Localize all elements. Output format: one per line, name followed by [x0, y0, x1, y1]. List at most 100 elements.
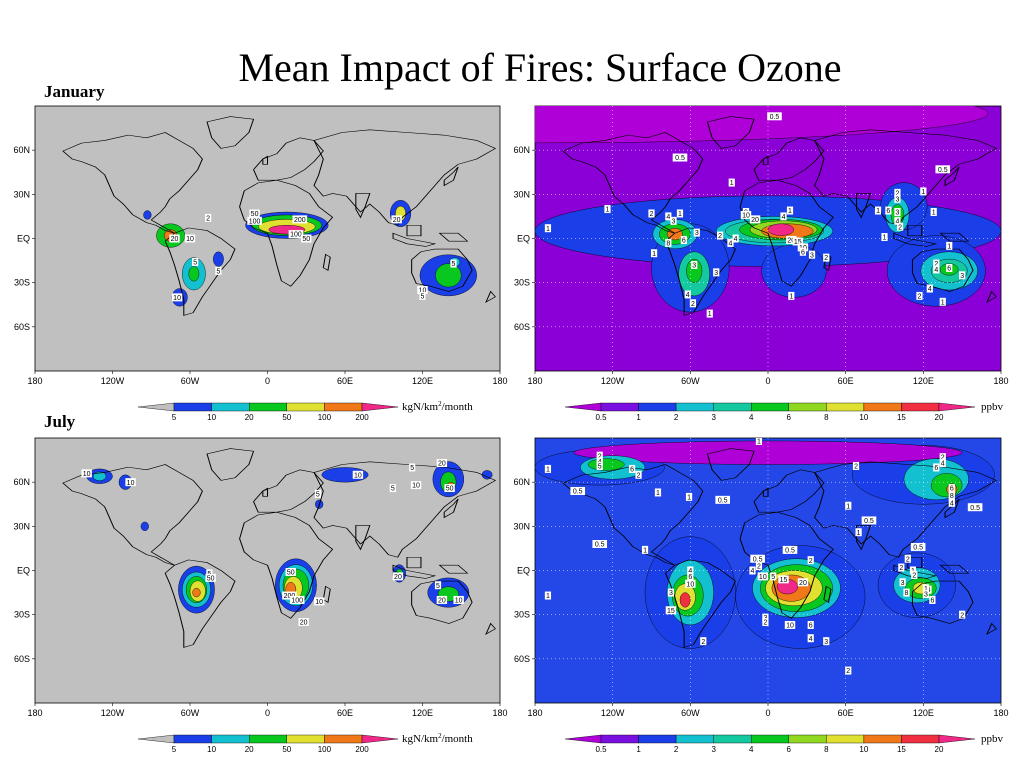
- contour-label: 0.5: [595, 542, 605, 549]
- contour-label: 10: [83, 471, 91, 478]
- contour-label-box: [392, 572, 404, 581]
- colorbar-tick-label: 100: [318, 745, 332, 754]
- jul-emissions-contour-region: [140, 521, 149, 531]
- contour-label: 20: [799, 580, 807, 587]
- x-tick-label: 180: [492, 708, 507, 718]
- contour-label: 8: [905, 590, 909, 597]
- contour-label: 6: [809, 623, 813, 630]
- contour-label-box: [700, 637, 707, 646]
- contour-label: 1: [656, 490, 660, 497]
- jul-emissions-contour-region: [192, 587, 201, 598]
- contour-label: 1: [947, 243, 951, 250]
- contour-label-box: [687, 566, 694, 575]
- contour-label: 4: [729, 241, 733, 248]
- contour-label-box: [215, 266, 222, 275]
- contour-label-box: [807, 634, 814, 643]
- contour-label-box: [285, 567, 296, 576]
- colorbar-swatch: [713, 734, 752, 744]
- contour-label: 100: [249, 218, 261, 225]
- contour-label: 5: [421, 294, 425, 301]
- colorbar-swatch: [600, 402, 639, 412]
- colorbar-high-triangle: [938, 402, 976, 412]
- colorbar-low-triangle: [564, 734, 602, 744]
- contour-label-box: [757, 572, 769, 581]
- x-tick-label: 120E: [412, 708, 433, 718]
- contour-label: 1: [708, 311, 712, 318]
- contour-label-box: [169, 234, 180, 243]
- contour-label: 3: [695, 230, 699, 237]
- contour-label-box: [948, 498, 955, 507]
- colorbar-tick-label: 200: [355, 745, 369, 754]
- contour-label-box: [417, 286, 428, 295]
- contour-label-box: [894, 216, 901, 225]
- contour-label: 5: [193, 260, 197, 267]
- contour-label-box: [948, 484, 955, 493]
- contour-label-box: [125, 478, 136, 487]
- colorbar-unit: kgN/km2/month: [402, 400, 473, 413]
- contour-label: 5: [316, 492, 320, 499]
- colorbar-high-triangle: [938, 734, 976, 744]
- colorbar-swatch: [901, 402, 940, 412]
- contour-label-box: [391, 215, 402, 224]
- contour-label: 2: [598, 453, 602, 460]
- colorbar-swatch: [324, 734, 363, 744]
- contour-label: 1: [924, 586, 928, 593]
- jul-emissions-contour-region: [481, 470, 493, 480]
- contour-label-box: [687, 572, 694, 581]
- contour-label-box: [301, 234, 312, 243]
- contour-label: 15: [794, 239, 802, 246]
- contour-label: 5: [391, 486, 395, 493]
- colorbar-tick-label: 10: [207, 745, 216, 754]
- colorbar-ozone-july: 0.5 1 2 3 4 6 8 10 15 20 ppbv: [564, 733, 1004, 754]
- colorbar-tick-label: 10: [207, 413, 216, 422]
- jul-ozone-contour-region: [587, 458, 625, 471]
- contour-label-box: [797, 578, 809, 587]
- contour-label-box: [909, 566, 917, 575]
- contour-label-box: [667, 588, 675, 597]
- contour-label-box: [289, 595, 305, 604]
- contour-label: 2: [757, 564, 761, 571]
- contour-label: 1: [788, 208, 792, 215]
- contour-label: 1: [876, 208, 880, 215]
- y-tick-label: EQ: [517, 234, 530, 244]
- colorbar-swatch: [863, 402, 902, 412]
- contour-label-box: [596, 451, 603, 460]
- y-tick-label: 30N: [13, 521, 30, 531]
- colorbar-tick-label: 0.5: [595, 413, 607, 422]
- contour-label: 5: [216, 268, 220, 275]
- contour-label: 6: [934, 465, 938, 472]
- contour-label-box: [676, 209, 684, 218]
- colorbar-swatch: [788, 402, 827, 412]
- contour-label-box: [808, 250, 816, 259]
- contour-label: 6: [947, 266, 951, 273]
- contour-label-box: [648, 209, 655, 218]
- colorbar-tick-label: 3: [711, 745, 716, 754]
- jan-emissions-contour-region: [213, 251, 224, 267]
- contour-label-box: [298, 618, 309, 627]
- contour-label: 6: [801, 249, 805, 256]
- contour-label: 10: [186, 236, 194, 243]
- y-tick-label: 60S: [514, 654, 530, 664]
- colorbar-tick-label: 0.5: [595, 745, 607, 754]
- contour-label: 2: [960, 612, 964, 619]
- contour-label-box: [715, 495, 730, 504]
- contour-label-box: [898, 563, 905, 572]
- contour-label-box: [314, 489, 321, 498]
- contour-label: 3: [810, 252, 814, 259]
- contour-label: 3: [692, 263, 696, 270]
- contour-label-box: [436, 595, 448, 604]
- contour-label-box: [786, 235, 797, 244]
- x-tick-label: 60W: [181, 376, 200, 386]
- contour-label-box: [728, 178, 735, 187]
- contour-label: 10: [354, 472, 362, 479]
- contour-label-box: [780, 212, 787, 221]
- contour-label-box: [409, 463, 416, 472]
- colorbar-low-triangle: [137, 734, 175, 744]
- colorbar-high-triangle: [361, 402, 399, 412]
- contour-label-box: [389, 484, 396, 493]
- x-tick-label: 180: [527, 708, 542, 718]
- contour-label: 4: [734, 236, 738, 243]
- contour-label-box: [894, 188, 901, 197]
- contour-label-box: [807, 556, 814, 565]
- contour-label-box: [706, 309, 713, 318]
